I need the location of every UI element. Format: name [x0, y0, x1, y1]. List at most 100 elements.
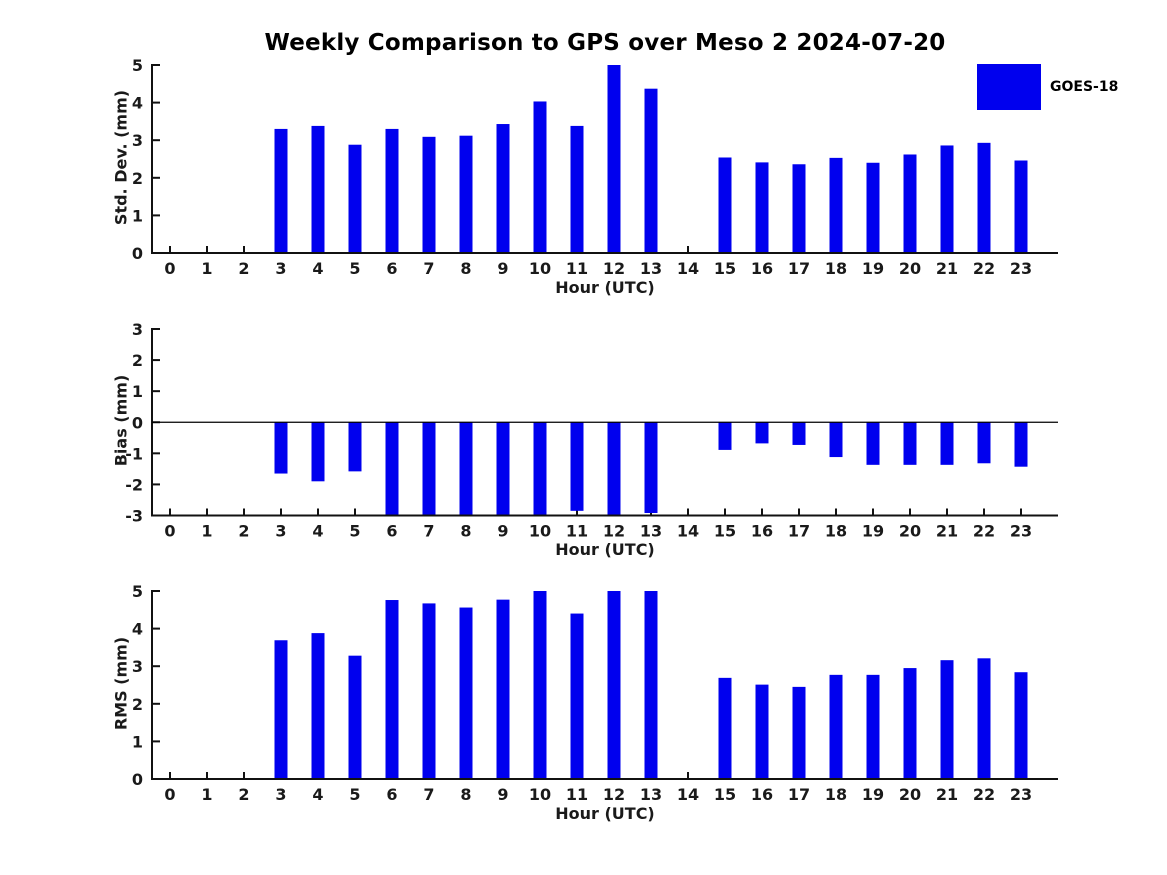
bar-std_dev-hour-3 — [274, 128, 288, 253]
bar-std_dev-hour-8 — [459, 135, 473, 253]
x-tick-label-std_dev-20: 20 — [899, 259, 921, 278]
x-tick-label-std_dev-0: 0 — [164, 259, 175, 278]
x-tick-label-rms-19: 19 — [862, 785, 884, 804]
bar-rms-hour-20 — [903, 668, 917, 779]
x-tick-label-bias-21: 21 — [936, 522, 958, 541]
x-tick-label-rms-1: 1 — [201, 785, 212, 804]
x-tick-label-rms-20: 20 — [899, 785, 921, 804]
x-tick-label-rms-0: 0 — [164, 785, 175, 804]
x-tick-label-bias-16: 16 — [751, 522, 773, 541]
bar-std_dev-hour-12 — [607, 65, 621, 253]
bar-std_dev-hour-6 — [385, 128, 399, 253]
x-tick-label-bias-10: 10 — [529, 522, 551, 541]
chart-title: Weekly Comparison to GPS over Meso 2 202… — [264, 30, 946, 56]
x-tick-label-bias-5: 5 — [349, 522, 360, 541]
y-axis-label-rms: RMS (mm) — [111, 636, 131, 731]
x-tick-label-std_dev-6: 6 — [386, 259, 397, 278]
bar-std_dev-hour-21 — [940, 145, 954, 253]
y-tick-label-rms-0: 0 — [132, 770, 143, 789]
x-tick-label-rms-8: 8 — [460, 785, 471, 804]
bar-rms-hour-4 — [311, 633, 325, 779]
x-tick-label-std_dev-14: 14 — [677, 259, 699, 278]
x-tick-label-rms-10: 10 — [529, 785, 551, 804]
bar-std_dev-hour-4 — [311, 125, 325, 253]
x-tick-label-rms-22: 22 — [973, 785, 995, 804]
x-tick-label-rms-5: 5 — [349, 785, 360, 804]
bar-rms-hour-3 — [274, 640, 288, 779]
bar-rms-hour-6 — [385, 600, 399, 779]
x-tick-label-bias-13: 13 — [640, 522, 662, 541]
bar-rms-hour-5 — [348, 655, 362, 779]
y-tick-label-bias--3: -3 — [125, 507, 143, 526]
x-tick-label-std_dev-3: 3 — [275, 259, 286, 278]
bar-bias-hour-20 — [903, 422, 917, 465]
y-tick-label-rms-4: 4 — [132, 620, 143, 639]
x-tick-label-bias-7: 7 — [423, 522, 434, 541]
x-tick-label-std_dev-22: 22 — [973, 259, 995, 278]
x-tick-label-std_dev-13: 13 — [640, 259, 662, 278]
x-tick-label-std_dev-18: 18 — [825, 259, 847, 278]
x-tick-label-bias-1: 1 — [201, 522, 212, 541]
bar-rms-hour-12 — [607, 591, 621, 779]
y-tick-label-std_dev-1: 1 — [132, 206, 143, 225]
x-tick-label-bias-4: 4 — [312, 522, 323, 541]
bar-bias-hour-19 — [866, 422, 880, 465]
bar-std_dev-hour-20 — [903, 154, 917, 253]
x-tick-label-bias-22: 22 — [973, 522, 995, 541]
x-tick-label-std_dev-17: 17 — [788, 259, 810, 278]
x-tick-label-bias-17: 17 — [788, 522, 810, 541]
x-tick-label-std_dev-10: 10 — [529, 259, 551, 278]
bar-bias-hour-8 — [459, 422, 473, 516]
bar-std_dev-hour-15 — [718, 157, 732, 253]
bar-bias-hour-17 — [792, 422, 806, 445]
bar-std_dev-hour-10 — [533, 101, 547, 253]
bar-rms-hour-18 — [829, 674, 843, 779]
y-tick-label-rms-5: 5 — [132, 582, 143, 601]
bar-std_dev-hour-16 — [755, 162, 769, 253]
y-tick-label-std_dev-5: 5 — [132, 56, 143, 75]
x-tick-label-rms-17: 17 — [788, 785, 810, 804]
x-tick-label-rms-21: 21 — [936, 785, 958, 804]
bar-bias-hour-13 — [644, 422, 658, 514]
bar-bias-hour-7 — [422, 422, 436, 516]
bar-rms-hour-23 — [1014, 672, 1028, 779]
y-tick-label-bias--2: -2 — [125, 475, 143, 494]
bar-rms-hour-19 — [866, 674, 880, 779]
bar-std_dev-hour-17 — [792, 164, 806, 253]
bar-std_dev-hour-22 — [977, 142, 991, 253]
y-tick-label-bias-1: 1 — [132, 382, 143, 401]
y-tick-label-rms-1: 1 — [132, 732, 143, 751]
x-tick-label-rms-2: 2 — [238, 785, 249, 804]
bar-std_dev-hour-9 — [496, 124, 510, 253]
x-tick-label-std_dev-12: 12 — [603, 259, 625, 278]
x-tick-label-std_dev-7: 7 — [423, 259, 434, 278]
x-tick-label-std_dev-21: 21 — [936, 259, 958, 278]
bar-bias-hour-9 — [496, 422, 510, 516]
x-tick-label-bias-2: 2 — [238, 522, 249, 541]
bar-rms-hour-13 — [644, 591, 658, 779]
x-tick-label-std_dev-2: 2 — [238, 259, 249, 278]
bar-std_dev-hour-11 — [570, 125, 584, 253]
bar-bias-hour-6 — [385, 422, 399, 516]
bar-std_dev-hour-5 — [348, 144, 362, 253]
x-tick-label-bias-15: 15 — [714, 522, 736, 541]
legend-label: GOES-18 — [1050, 79, 1119, 95]
x-tick-label-bias-11: 11 — [566, 522, 588, 541]
x-tick-label-rms-14: 14 — [677, 785, 699, 804]
bar-std_dev-hour-18 — [829, 157, 843, 253]
x-tick-label-rms-9: 9 — [497, 785, 508, 804]
bar-bias-hour-11 — [570, 422, 584, 511]
bar-bias-hour-15 — [718, 422, 732, 450]
x-tick-label-bias-23: 23 — [1010, 522, 1032, 541]
bar-std_dev-hour-13 — [644, 88, 658, 253]
x-tick-label-rms-16: 16 — [751, 785, 773, 804]
y-tick-label-std_dev-4: 4 — [132, 94, 143, 113]
y-axis-label-std-dev: Std. Dev. (mm) — [111, 89, 131, 226]
bar-bias-hour-21 — [940, 422, 954, 465]
x-tick-label-std_dev-8: 8 — [460, 259, 471, 278]
bar-rms-hour-7 — [422, 603, 436, 779]
x-tick-label-std_dev-4: 4 — [312, 259, 323, 278]
bar-std_dev-hour-7 — [422, 136, 436, 253]
